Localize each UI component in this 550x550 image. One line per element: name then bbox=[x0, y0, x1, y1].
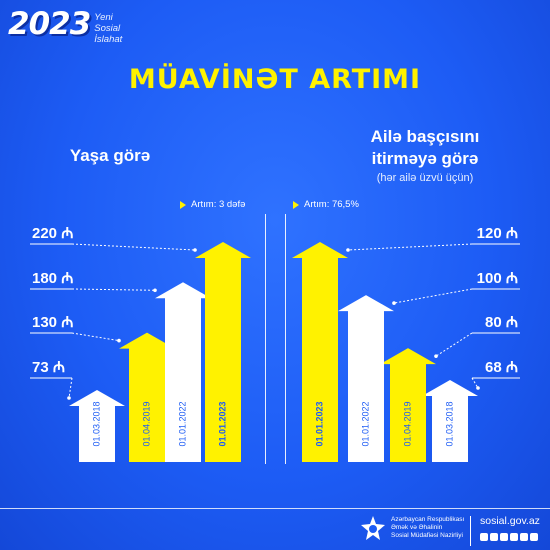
bar-date-label: 01.01.2023 bbox=[314, 401, 324, 446]
brand-line-2: Sosial bbox=[94, 23, 121, 34]
value-leader-line bbox=[347, 243, 473, 251]
arrow-bar-01.04.2019 bbox=[119, 332, 175, 462]
linkedin-icon[interactable] bbox=[530, 533, 538, 541]
arrow-bar-01.01.2023 bbox=[292, 242, 348, 462]
triangle-bullet-icon bbox=[293, 200, 299, 209]
right-increase-note: Artım: 76,5% bbox=[293, 199, 359, 210]
bar-date-label: 01.04.2019 bbox=[402, 401, 412, 446]
footer-divider bbox=[470, 516, 471, 546]
telegram-icon[interactable] bbox=[500, 533, 508, 541]
value-leader-line bbox=[393, 288, 473, 304]
right-title-line-2: itirməyə görə bbox=[371, 149, 479, 168]
value-label-130: 130 ₼ bbox=[32, 314, 73, 331]
ministry-logo: Azərbaycan Respublikası Əmək və Əhalinin… bbox=[360, 515, 464, 541]
arrow-bar-01.01.2023 bbox=[195, 242, 251, 462]
bar-date-label: 01.03.2018 bbox=[91, 401, 101, 446]
instagram-icon[interactable] bbox=[480, 533, 488, 541]
bar-date-label: 01.03.2018 bbox=[444, 401, 454, 446]
right-chart-title: Ailə başçısını itirməyə görə bbox=[330, 126, 520, 170]
ministry-emblem-icon bbox=[361, 516, 385, 540]
value-leader-line bbox=[71, 332, 120, 342]
value-label-68: 68 ₼ bbox=[485, 359, 518, 376]
value-leader-dot bbox=[193, 248, 197, 252]
youtube-icon[interactable] bbox=[520, 533, 528, 541]
arrow-bar-01.03.2018 bbox=[422, 380, 478, 462]
ministry-line-3: Sosial Müdafiəsi Nazirliyi bbox=[391, 532, 463, 539]
page-title: MÜAVİNƏT ARTIMI bbox=[128, 64, 422, 95]
triangle-bullet-icon bbox=[180, 200, 186, 209]
value-leader-dot bbox=[392, 301, 396, 305]
value-leader-line bbox=[71, 288, 156, 291]
value-label-80: 80 ₼ bbox=[485, 314, 518, 331]
arrow-bar-01.01.2022 bbox=[155, 282, 211, 462]
left-increase-label: Artım: 3 dəfə bbox=[191, 199, 246, 210]
value-leader-line bbox=[435, 332, 473, 357]
value-leader-dot bbox=[67, 396, 71, 400]
website-link[interactable]: sosial.gov.az bbox=[480, 515, 540, 527]
brand-year: 2023 bbox=[8, 6, 91, 42]
value-label-100: 100 ₼ bbox=[477, 270, 518, 287]
twitter-icon[interactable] bbox=[510, 533, 518, 541]
value-label-220: 220 ₼ bbox=[32, 225, 73, 242]
facebook-icon[interactable] bbox=[490, 533, 498, 541]
value-leader-line bbox=[71, 243, 196, 251]
value-leader-dot bbox=[117, 338, 121, 343]
value-leader-line bbox=[471, 377, 479, 389]
ministry-line-2: Əmək və Əhalinin bbox=[391, 524, 443, 531]
value-label-73: 73 ₼ bbox=[32, 359, 65, 376]
left-increase-note: Artım: 3 dəfə bbox=[180, 199, 245, 210]
value-leader-line bbox=[68, 377, 73, 399]
right-chart-subtitle: (hər ailə üzvü üçün) bbox=[376, 172, 474, 184]
right-increase-label: Artım: 76,5% bbox=[304, 199, 359, 210]
right-title-line-1: Ailə başçısını bbox=[370, 127, 480, 146]
right-divider-line bbox=[285, 214, 286, 464]
brand-line-3: İslahat bbox=[94, 34, 123, 45]
value-leader-dot bbox=[346, 248, 350, 252]
value-leader-dot bbox=[476, 386, 480, 390]
bar-date-label: 01.01.2023 bbox=[217, 401, 227, 446]
left-divider-line bbox=[265, 214, 266, 464]
value-leader-dot bbox=[153, 288, 157, 293]
social-icons bbox=[480, 533, 540, 541]
bar-date-label: 01.01.2022 bbox=[177, 401, 187, 446]
ministry-line-1: Azərbaycan Respublikası bbox=[391, 516, 465, 523]
left-chart-title: Yaşa görə bbox=[69, 146, 151, 165]
value-leader-dot bbox=[434, 354, 438, 358]
brand-line-1: Yeni bbox=[94, 12, 113, 23]
brand-logo: 2023 Yeni Sosial İslahat bbox=[8, 6, 122, 45]
footer-separator bbox=[0, 508, 550, 509]
arrow-bar-01.04.2019 bbox=[380, 348, 436, 462]
bar-date-label: 01.04.2019 bbox=[141, 401, 151, 446]
arrow-bar-01.03.2018 bbox=[69, 390, 125, 462]
bar-date-label: 01.01.2022 bbox=[360, 401, 370, 446]
value-label-120: 120 ₼ bbox=[477, 225, 518, 242]
value-label-180: 180 ₼ bbox=[32, 270, 73, 287]
brand-tagline: Yeni Sosial İslahat bbox=[94, 12, 122, 45]
arrow-bar-01.01.2022 bbox=[338, 295, 394, 462]
